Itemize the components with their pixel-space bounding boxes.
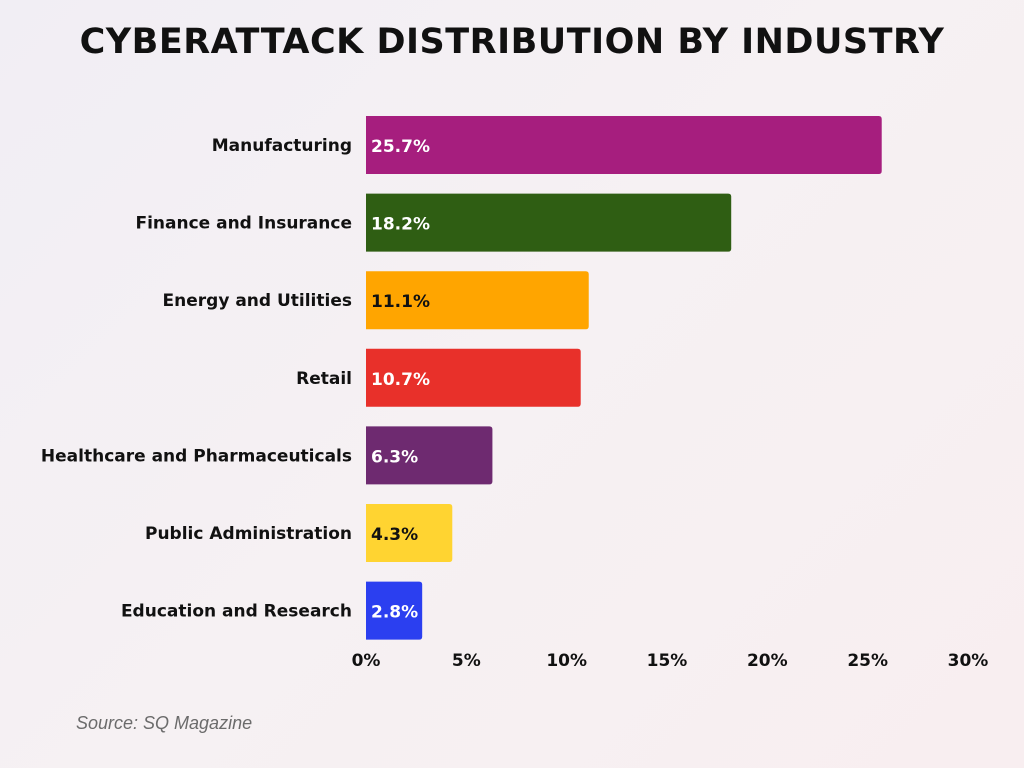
category-label: Education and Research — [121, 602, 352, 622]
data-label: 18.2% — [371, 215, 430, 235]
bar — [366, 193, 732, 252]
x-tick-label: 30% — [948, 651, 989, 671]
data-label: 4.3% — [371, 525, 418, 545]
x-tick-label: 5% — [452, 651, 481, 671]
bar — [366, 504, 453, 562]
data-label: 10.7% — [371, 370, 430, 390]
data-label: 2.8% — [371, 603, 418, 623]
bar — [366, 116, 882, 174]
x-tick-label: 15% — [647, 651, 688, 671]
x-tick-label: 0% — [352, 651, 381, 671]
category-label: Energy and Utilities — [163, 291, 352, 311]
category-label: Retail — [296, 369, 352, 389]
data-label: 25.7% — [371, 137, 430, 157]
bar — [366, 426, 493, 485]
x-tick-label: 10% — [546, 651, 587, 671]
category-label: Public Administration — [145, 524, 352, 544]
category-label: Manufacturing — [212, 136, 352, 156]
category-label: Finance and Insurance — [135, 214, 352, 234]
source-note: Source: SQ Magazine — [76, 713, 253, 733]
x-tick-label: 25% — [847, 651, 888, 671]
bar — [366, 271, 589, 330]
category-label: Healthcare and Pharmaceuticals — [41, 446, 352, 466]
chart-title: CYBERATTACK DISTRIBUTION BY INDUSTRY — [79, 22, 945, 62]
bar — [366, 348, 581, 407]
bar — [366, 581, 423, 640]
data-label: 6.3% — [371, 447, 418, 467]
x-tick-label: 20% — [747, 651, 788, 671]
data-label: 11.1% — [371, 292, 430, 312]
